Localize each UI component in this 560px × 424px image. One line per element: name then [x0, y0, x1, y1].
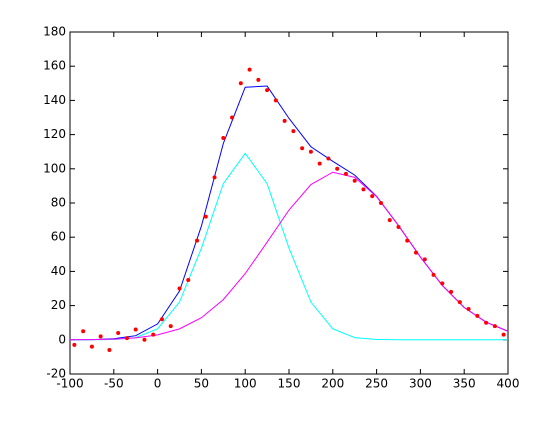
y-tick-label: 120: [43, 127, 66, 141]
y-tick-label: 20: [51, 298, 66, 312]
data-point: [343, 171, 348, 176]
curve: [70, 152, 508, 341]
data-point: [282, 118, 287, 123]
data-point: [370, 194, 375, 199]
data-point: [405, 238, 410, 243]
data-point: [422, 257, 427, 262]
data-point: [247, 67, 252, 72]
data-point: [265, 88, 270, 93]
data-point: [98, 334, 103, 339]
y-tick-label: 60: [51, 230, 66, 244]
data-point: [431, 272, 436, 277]
data-point: [212, 175, 217, 180]
x-tick-label: 150: [278, 377, 301, 391]
x-tick-label: -50: [104, 377, 124, 391]
data-point: [256, 77, 261, 82]
data-point: [238, 81, 243, 86]
data-point: [81, 329, 86, 334]
data-point: [89, 344, 94, 349]
data-point: [116, 330, 121, 335]
data-point: [124, 336, 129, 341]
data-point: [230, 115, 235, 120]
data-point: [492, 324, 497, 329]
y-tick-label: 160: [43, 59, 66, 73]
x-tick-label: -100: [56, 377, 83, 391]
data-point: [273, 98, 278, 103]
data-point: [308, 149, 313, 154]
x-tick-label: 300: [409, 377, 432, 391]
data-point: [151, 332, 156, 337]
y-tick-label: 100: [43, 161, 66, 175]
data-point: [177, 286, 182, 291]
data-point: [440, 281, 445, 286]
data-point: [317, 161, 322, 166]
x-tick-label: 100: [234, 377, 257, 391]
data-point: [335, 166, 340, 171]
data-point: [72, 342, 77, 347]
y-tick-label: 80: [51, 196, 66, 210]
y-tick-label: 40: [51, 264, 66, 278]
plot-area: [69, 31, 509, 375]
data-point: [361, 187, 366, 192]
y-tick-label: -20: [46, 367, 66, 381]
y-tick-label: 140: [43, 93, 66, 107]
data-point: [326, 156, 331, 161]
data-point: [352, 178, 357, 183]
x-tick-label: 50: [194, 377, 209, 391]
data-point: [300, 146, 305, 151]
data-point: [484, 320, 489, 325]
y-tick-label: 0: [58, 332, 66, 346]
data-point: [501, 332, 506, 337]
x-tick-label: 400: [497, 377, 520, 391]
data-point: [457, 300, 462, 305]
data-point: [195, 238, 200, 243]
data-point: [168, 324, 173, 329]
data-point: [466, 307, 471, 312]
x-tick-label: 250: [365, 377, 388, 391]
data-point: [449, 289, 454, 294]
x-tick-label: 0: [154, 377, 162, 391]
data-point: [107, 348, 112, 353]
x-tick-label: 200: [321, 377, 344, 391]
data-point: [387, 218, 392, 223]
data-point: [291, 129, 296, 134]
data-point: [186, 277, 191, 282]
data-point: [142, 337, 147, 342]
data-point: [159, 317, 164, 322]
data-point: [414, 250, 419, 255]
y-tick-label: 180: [43, 25, 66, 39]
data-point: [396, 224, 401, 229]
data-point: [203, 214, 208, 219]
data-point: [378, 201, 383, 205]
data-point: [475, 313, 480, 318]
data-point: [221, 136, 226, 141]
data-point: [133, 327, 138, 332]
x-tick-label: 350: [453, 377, 476, 391]
